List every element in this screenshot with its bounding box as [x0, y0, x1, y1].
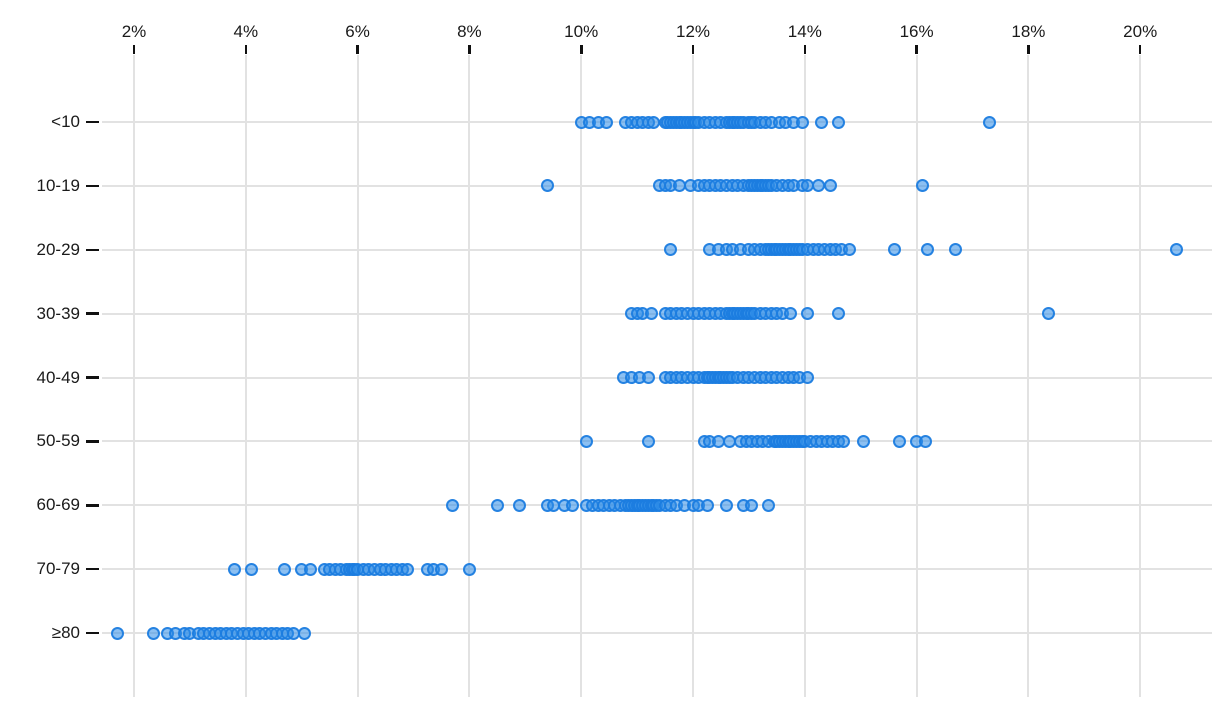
y-axis-tick — [86, 567, 99, 571]
category-gridline — [102, 440, 1212, 443]
y-axis-tick — [86, 440, 99, 443]
y-axis-tick — [86, 248, 99, 251]
data-point — [110, 626, 124, 640]
data-point — [244, 562, 258, 576]
data-point — [434, 562, 448, 576]
data-point — [815, 115, 829, 129]
data-point — [801, 307, 815, 321]
data-point — [700, 498, 714, 512]
data-point — [298, 626, 311, 640]
data-point — [228, 562, 242, 576]
data-point — [893, 434, 907, 448]
x-gridline — [468, 55, 471, 697]
data-point — [745, 498, 759, 512]
data-point — [580, 434, 594, 448]
data-point — [837, 434, 851, 448]
data-point — [857, 434, 870, 448]
x-gridline — [133, 55, 135, 697]
category-gridline — [102, 248, 1212, 251]
x-gridline — [1139, 55, 1142, 697]
x-axis-tick — [803, 45, 806, 54]
y-axis-tick — [86, 631, 99, 635]
x-gridline — [244, 55, 247, 697]
data-point — [982, 115, 996, 129]
data-point — [566, 498, 580, 512]
data-point — [641, 434, 655, 448]
data-point — [915, 179, 929, 193]
x-axis-tick — [915, 45, 918, 54]
x-axis-tick — [580, 45, 583, 54]
category-label: 60-69 — [36, 495, 80, 515]
data-point — [401, 562, 415, 576]
data-point — [644, 307, 658, 321]
category-label: 70-79 — [36, 559, 80, 579]
data-point — [795, 115, 809, 129]
x-axis-tick — [356, 45, 359, 54]
x-axis-tick — [244, 45, 248, 54]
x-axis-tick — [691, 45, 695, 54]
data-point — [490, 498, 504, 512]
data-point — [887, 243, 901, 257]
data-point — [720, 498, 733, 512]
y-axis-tick — [86, 184, 99, 188]
category-gridline — [102, 568, 1212, 571]
data-point — [801, 371, 815, 384]
data-point — [599, 115, 613, 129]
category-label: 20-29 — [36, 239, 80, 259]
data-point — [513, 498, 527, 512]
data-point — [823, 179, 837, 193]
x-axis-tick-label: 20% — [1123, 22, 1158, 41]
data-point — [949, 243, 963, 257]
category-label: 10-19 — [36, 175, 80, 195]
x-axis-tick-label: 8% — [457, 22, 482, 41]
data-point — [1170, 243, 1183, 257]
category-label: 50-59 — [36, 431, 80, 451]
data-point — [462, 562, 476, 576]
x-axis-tick-label: 6% — [345, 22, 370, 41]
data-point — [147, 626, 161, 640]
category-label: ≥80 — [51, 623, 80, 642]
x-axis-tick — [1027, 45, 1030, 54]
x-gridline — [580, 55, 583, 697]
x-axis-tick-label: 2% — [121, 22, 147, 41]
y-axis-tick — [86, 376, 99, 379]
data-point — [784, 307, 798, 321]
x-gridline — [356, 55, 359, 697]
data-point — [831, 115, 845, 129]
x-axis-tick-label: 4% — [233, 22, 259, 41]
data-point — [446, 498, 460, 512]
category-label: 40-49 — [36, 367, 80, 387]
x-axis-tick — [468, 45, 471, 54]
x-axis-tick — [132, 45, 136, 54]
x-gridline — [1027, 55, 1030, 697]
data-point — [762, 498, 775, 512]
category-label: 30-39 — [36, 303, 80, 323]
x-axis-tick-label: 12% — [675, 22, 711, 41]
data-point — [921, 243, 935, 257]
x-gridline — [915, 55, 918, 697]
data-point — [918, 434, 932, 448]
data-point — [641, 371, 655, 384]
y-axis-tick — [86, 120, 99, 124]
data-point — [278, 562, 292, 576]
y-axis-tick — [86, 504, 99, 507]
y-axis-tick — [86, 312, 99, 315]
data-point — [843, 243, 856, 257]
category-gridline — [102, 376, 1212, 379]
data-point — [664, 243, 678, 257]
data-point — [831, 307, 845, 321]
data-point — [1041, 307, 1055, 321]
category-label: <10 — [51, 112, 80, 131]
x-axis-tick — [1138, 45, 1142, 54]
x-axis-tick-label: 18% — [1011, 22, 1046, 41]
x-axis-tick-label: 16% — [899, 22, 934, 41]
x-axis-tick-label: 14% — [787, 22, 822, 41]
category-gridline — [102, 632, 1212, 634]
data-point — [303, 562, 317, 576]
data-point — [541, 179, 555, 193]
x-axis-tick-label: 10% — [564, 22, 599, 41]
